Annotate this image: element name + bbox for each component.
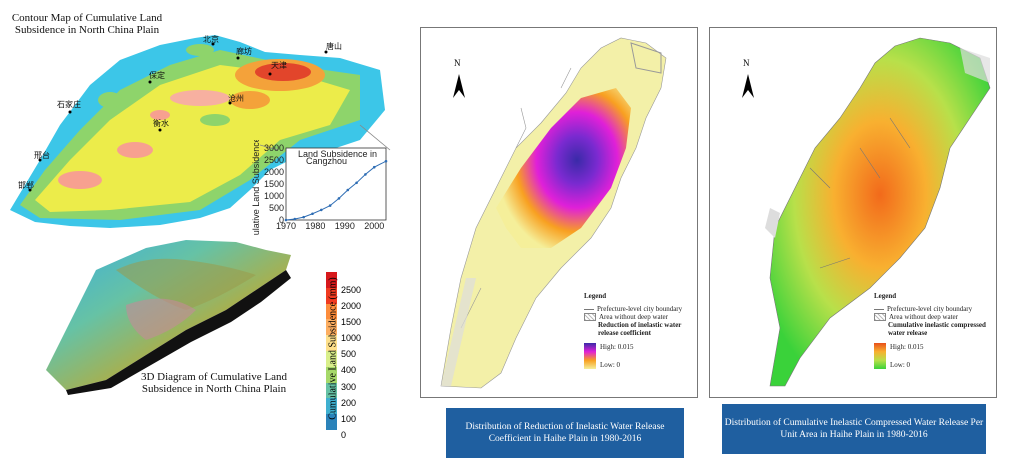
y-tick-label: 1000	[264, 191, 284, 201]
legend-highlight: Cangzhou	[306, 156, 347, 166]
colorbar	[326, 272, 337, 430]
city-label-baoding: 保定	[149, 71, 165, 80]
colorbar-label: Cumulative Land Subsidence (mm)	[327, 277, 339, 420]
legend-right: Legend Prefecture-level city boundary Ar…	[874, 292, 986, 370]
data-point	[337, 197, 341, 200]
plot-area	[285, 147, 387, 221]
city-label-tangshan: 唐山	[326, 42, 342, 51]
data-point	[346, 188, 350, 192]
north-arrow-icon	[742, 74, 754, 98]
y-axis-label: Cumulative Land Subsidence (mm)	[251, 140, 261, 235]
series-line	[285, 160, 387, 221]
data-point	[328, 204, 332, 207]
3d-diagram-title: 3D Diagram of Cumulative Land Subsidence…	[140, 371, 288, 395]
city-label-langfang: 廊坊	[236, 47, 252, 56]
data-point	[384, 159, 388, 163]
city-label-xingtai: 邢台	[34, 151, 50, 160]
data-point	[284, 218, 288, 222]
legend-left: Legend Prefecture-level city boundary Ar…	[584, 292, 683, 370]
x-tick-label: 1980	[305, 221, 325, 231]
city-markers	[28, 42, 328, 192]
north-arrow-icon	[453, 74, 465, 98]
caption-left: Distribution of Reduction of Inelastic W…	[446, 408, 684, 458]
y-tick-label: 0	[279, 215, 284, 225]
data-point	[311, 212, 314, 216]
map-panel-left	[420, 27, 698, 398]
city-label-tianjin: 天津	[271, 61, 287, 70]
north-label-left: N	[454, 58, 461, 68]
x-tick-label: 1970	[276, 221, 296, 231]
x-tick-label: 2000	[364, 221, 384, 231]
city-label-beijing: 北京	[203, 35, 219, 44]
y-tick-label: 1500	[264, 179, 284, 189]
city-label-cangzhou: 沧州	[228, 94, 244, 103]
city-label-shijiazhuang: 石家庄	[57, 100, 81, 109]
reduction-coefficient-map	[440, 37, 667, 389]
y-tick-label: 500	[269, 203, 284, 213]
compressed-water-release-map	[742, 37, 991, 387]
north-label-right: N	[743, 58, 750, 68]
callout-lines	[259, 124, 391, 151]
data-point	[364, 173, 367, 176]
data-point	[372, 165, 376, 169]
data-point	[319, 208, 323, 212]
data-point	[302, 215, 305, 219]
data-point	[355, 181, 358, 185]
city-label-hengshui: 衡水	[153, 119, 169, 128]
colorbar-ticks: 2500 2000 1500 1000 500 400 300 200 100 0	[341, 285, 362, 440]
3d-diagram	[46, 240, 291, 395]
legend-label: Land Subsidence in	[298, 149, 377, 159]
city-label-handan: 邯郸	[18, 181, 34, 190]
inset-line-chart: 0 500 1000 1500 2000 2500 3000 1970 1980 1990 2000…	[251, 140, 388, 235]
map-panel-right	[709, 27, 997, 398]
y-tick-label: 2500	[264, 155, 284, 165]
y-tick-label: 3000	[264, 143, 284, 153]
y-tick-label: 2000	[264, 167, 284, 177]
contour-map-title: Contour Map of Cumulative Land Subsidenc…	[11, 12, 163, 36]
x-tick-label: 1990	[335, 221, 355, 231]
data-point	[293, 217, 297, 221]
caption-right: Distribution of Cumulative Inelastic Com…	[722, 404, 986, 454]
